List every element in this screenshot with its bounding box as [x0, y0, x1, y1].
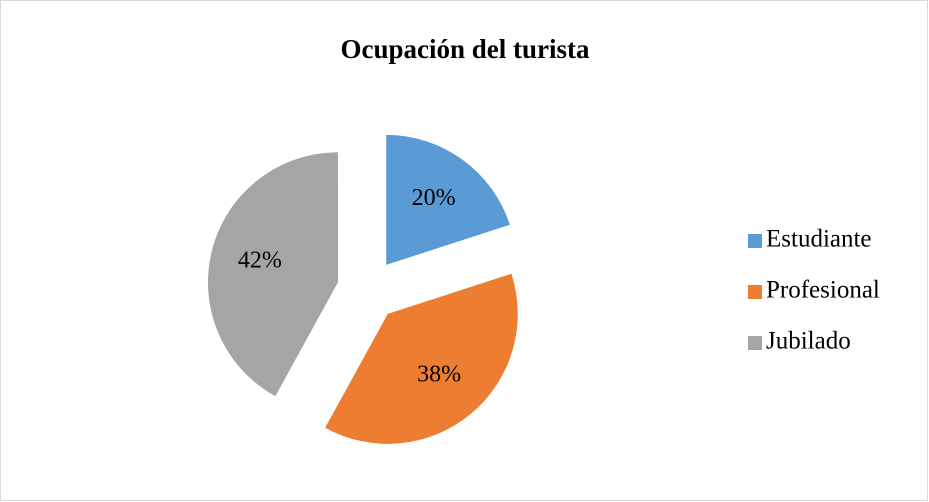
pie-slice	[325, 273, 518, 444]
legend-label: Estudiante	[766, 226, 872, 253]
data-label: 20%	[412, 185, 456, 211]
legend-label: Profesional	[766, 277, 880, 304]
pie-slice	[386, 134, 510, 265]
chart-title: Ocupación del turista	[340, 34, 590, 64]
legend-swatch	[748, 285, 762, 299]
legend-swatch	[748, 336, 762, 350]
legend-swatch	[748, 234, 762, 248]
pie-slice	[207, 152, 338, 397]
data-label: 42%	[238, 248, 282, 274]
data-label: 38%	[417, 361, 461, 387]
legend-label: Jubilado	[766, 328, 851, 355]
